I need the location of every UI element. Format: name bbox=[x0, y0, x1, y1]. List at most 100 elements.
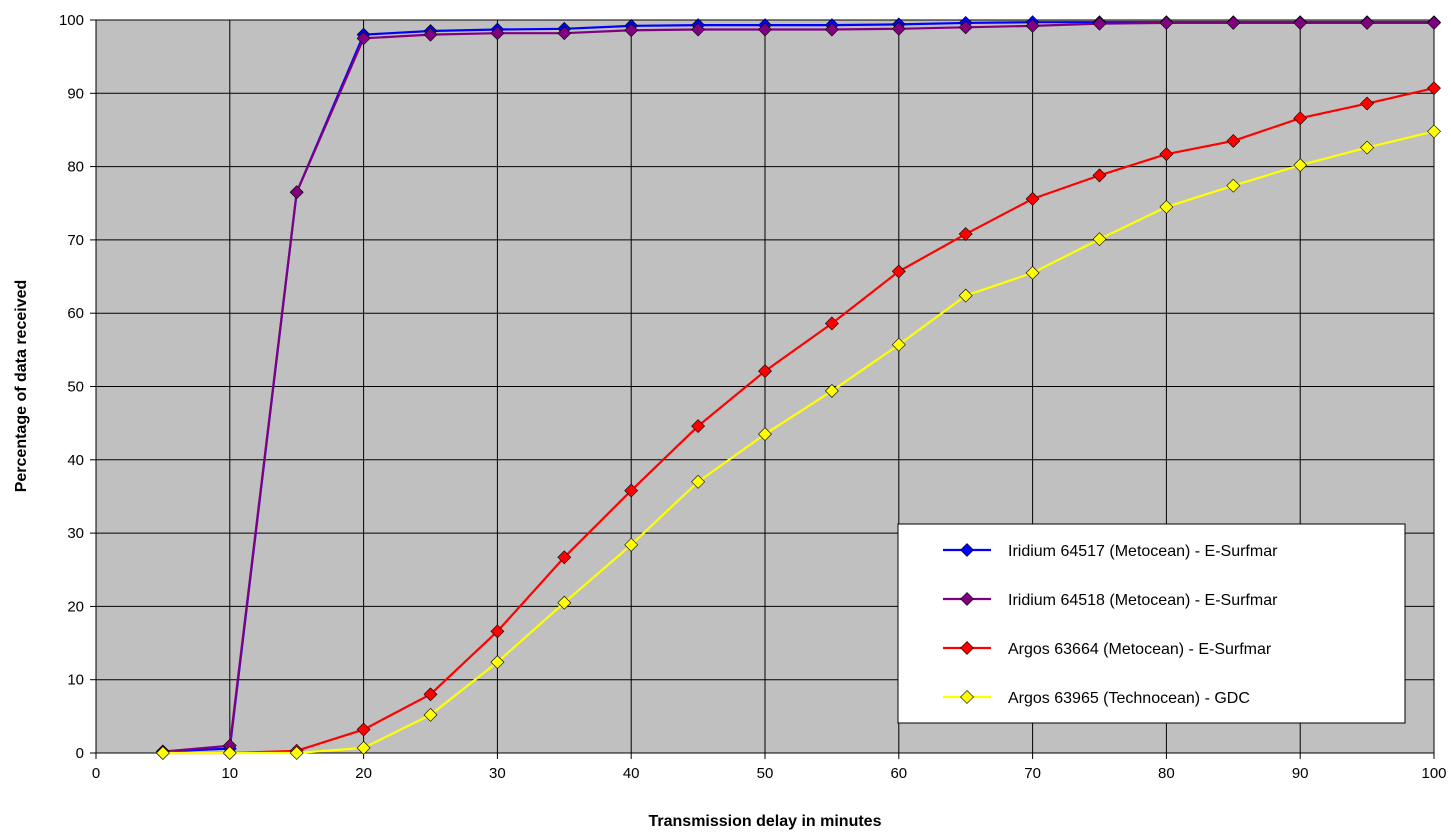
data-point bbox=[289, 185, 304, 200]
data-point bbox=[490, 655, 505, 670]
data-point bbox=[1159, 147, 1174, 162]
data-point bbox=[423, 707, 438, 722]
data-point bbox=[824, 316, 839, 331]
x-tick-label: 90 bbox=[1292, 765, 1309, 782]
y-tick-label: 70 bbox=[67, 232, 84, 249]
data-point bbox=[222, 746, 237, 760]
data-point bbox=[1360, 140, 1375, 155]
data-point bbox=[891, 264, 906, 279]
data-point bbox=[1025, 191, 1040, 206]
data-point bbox=[557, 550, 572, 565]
legend-swatch-marker bbox=[960, 592, 974, 606]
data-point bbox=[155, 746, 170, 760]
data-point bbox=[1293, 111, 1308, 126]
data-point bbox=[691, 474, 706, 489]
legend-swatch-marker bbox=[960, 690, 974, 704]
data-point bbox=[1226, 134, 1241, 148]
series-lines bbox=[155, 15, 1441, 760]
y-tick-label: 60 bbox=[67, 305, 84, 322]
data-point bbox=[958, 288, 973, 303]
y-tick-label: 100 bbox=[59, 12, 84, 29]
legend-item: Argos 63664 (Metocean) - E-Surfmar bbox=[943, 641, 1272, 658]
data-point bbox=[1226, 16, 1241, 30]
y-tick-label: 40 bbox=[67, 452, 84, 469]
y-axis-title: Percentage of data received bbox=[13, 280, 30, 493]
data-point bbox=[423, 687, 438, 702]
data-point bbox=[1427, 124, 1441, 139]
legend-swatch-marker bbox=[960, 641, 974, 655]
data-point bbox=[1092, 168, 1107, 183]
x-tick-label: 50 bbox=[757, 765, 774, 782]
data-point bbox=[624, 483, 639, 498]
data-point bbox=[490, 26, 505, 41]
legend-item: Iridium 64517 (Metocean) - E-Surfmar bbox=[943, 543, 1278, 560]
data-point bbox=[758, 364, 772, 379]
legend: Iridium 64517 (Metocean) - E-Surfmar Irid… bbox=[897, 523, 1406, 724]
data-point bbox=[891, 337, 906, 352]
y-tick-label: 30 bbox=[67, 525, 84, 542]
x-tick-label: 80 bbox=[1158, 765, 1175, 782]
x-tick-label: 40 bbox=[623, 765, 640, 782]
x-tick-label: 100 bbox=[1421, 765, 1446, 782]
x-tick-label: 0 bbox=[92, 765, 100, 782]
data-point bbox=[557, 595, 572, 610]
y-tick-label: 80 bbox=[67, 159, 84, 176]
data-point bbox=[1159, 199, 1174, 214]
data-point bbox=[624, 537, 639, 552]
x-tick-label: 30 bbox=[489, 765, 506, 782]
data-point bbox=[624, 23, 639, 38]
data-point bbox=[691, 22, 706, 37]
legend-swatch-marker bbox=[960, 543, 974, 557]
y-tick-label: 50 bbox=[67, 379, 84, 396]
x-axis-title: Transmission delay in minutes bbox=[649, 813, 882, 830]
data-point bbox=[958, 20, 973, 35]
data-point bbox=[1293, 16, 1308, 30]
series-2 bbox=[155, 16, 1441, 759]
series-4 bbox=[155, 124, 1441, 760]
data-point bbox=[557, 26, 572, 41]
data-point bbox=[1360, 96, 1375, 111]
data-point bbox=[691, 419, 706, 434]
data-point bbox=[423, 27, 438, 42]
x-axis-ticks: 0 10 20 30 40 50 60 70 80 90 100 bbox=[92, 753, 1447, 782]
legend-label: Argos 63965 (Technocean) - GDC bbox=[1008, 690, 1250, 707]
data-point bbox=[958, 227, 973, 241]
y-tick-label: 10 bbox=[67, 672, 84, 689]
data-point bbox=[1226, 178, 1241, 193]
data-point bbox=[758, 427, 772, 442]
x-tick-label: 10 bbox=[221, 765, 238, 782]
y-tick-label: 90 bbox=[67, 85, 84, 102]
x-tick-label: 70 bbox=[1024, 765, 1041, 782]
legend-label: Argos 63664 (Metocean) - E-Surfmar bbox=[1008, 641, 1272, 658]
data-point bbox=[356, 722, 371, 737]
data-point bbox=[1427, 16, 1441, 30]
x-tick-label: 60 bbox=[890, 765, 907, 782]
data-point bbox=[891, 21, 906, 36]
data-point bbox=[356, 31, 371, 46]
legend-item: Argos 63965 (Technocean) - GDC bbox=[943, 690, 1250, 707]
y-tick-label: 0 bbox=[76, 745, 84, 762]
legend-item: Iridium 64518 (Metocean) - E-Surfmar bbox=[943, 592, 1278, 609]
data-point bbox=[490, 624, 505, 639]
legend-label: Iridium 64518 (Metocean) - E-Surfmar bbox=[1008, 592, 1278, 609]
legend-label: Iridium 64517 (Metocean) - E-Surfmar bbox=[1008, 543, 1278, 560]
y-tick-label: 20 bbox=[67, 598, 84, 615]
data-point bbox=[1025, 265, 1040, 280]
legend-box bbox=[897, 523, 1406, 724]
data-point bbox=[1360, 16, 1375, 30]
data-point bbox=[1159, 16, 1174, 30]
data-point bbox=[1092, 16, 1107, 31]
series-line bbox=[162, 87, 1435, 755]
data-point bbox=[758, 22, 772, 37]
data-point bbox=[289, 746, 304, 760]
series-line bbox=[162, 21, 1434, 753]
data-point bbox=[356, 740, 371, 755]
series-line bbox=[162, 130, 1435, 755]
data-point bbox=[824, 22, 839, 37]
data-point bbox=[1025, 18, 1040, 33]
y-axis-ticks: 0 10 20 30 40 50 60 70 80 90 100 bbox=[59, 12, 96, 762]
data-point bbox=[824, 383, 839, 398]
data-point bbox=[1293, 158, 1308, 173]
x-tick-label: 20 bbox=[355, 765, 372, 782]
